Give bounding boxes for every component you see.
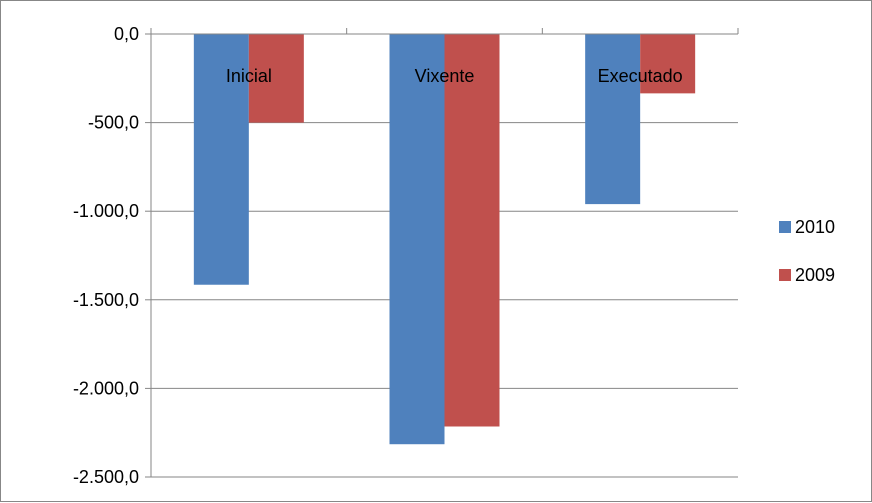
legend-swatch-2010: [779, 221, 791, 233]
y-tick-label: -1.500,0: [73, 290, 139, 310]
bar-2009-executado: [640, 34, 696, 94]
bar-2009-vixente: [444, 34, 500, 427]
bar-2010-executado: [585, 34, 641, 205]
category-label: Inicial: [226, 66, 272, 86]
y-tick-label: -1.000,0: [73, 201, 139, 221]
bar-2010-vixente: [389, 34, 445, 445]
bar-2009-inicial: [248, 34, 304, 123]
y-tick-label: 0,0: [114, 24, 139, 44]
legend-label-2009: 2009: [795, 265, 835, 285]
y-tick-label: -2.000,0: [73, 378, 139, 398]
category-label: Vixente: [415, 66, 475, 86]
legend-swatch-2009: [779, 269, 791, 281]
category-label: Executado: [598, 66, 683, 86]
legend-label-2010: 2010: [795, 217, 835, 237]
y-tick-label: -2.500,0: [73, 467, 139, 487]
bar-2010-inicial: [193, 34, 249, 285]
y-tick-label: -500,0: [88, 113, 139, 133]
